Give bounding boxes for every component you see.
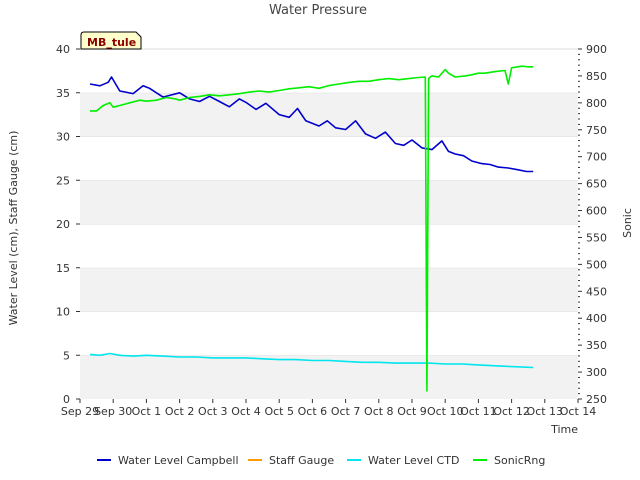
x-tick-label: Oct 10	[427, 405, 464, 418]
badge-shape	[80, 31, 142, 50]
y-right-tick-label: 550	[586, 231, 607, 244]
legend-label: Staff Gauge	[269, 454, 334, 467]
x-tick-label: Oct 4	[231, 405, 261, 418]
y-right-tick-label: 250	[586, 393, 607, 406]
grid-band	[80, 180, 578, 224]
grid-band	[80, 355, 578, 399]
y-axis-right-label: Sonic	[621, 208, 634, 238]
legend-label: Water Level Campbell	[118, 454, 239, 467]
x-tick-label: Oct 1	[132, 405, 162, 418]
badge-label: MB_tule	[87, 36, 136, 49]
grid-band	[80, 311, 578, 356]
y-axis-left-label: Water Level (cm), Staff Gauge (cm)	[7, 131, 20, 326]
x-tick-label: Oct 13	[527, 405, 564, 418]
x-tick-label: Oct 8	[364, 405, 394, 418]
y-right-tick-label: 350	[586, 339, 607, 352]
y-right-tick-label: 650	[586, 178, 607, 191]
y-right-tick-label: 500	[586, 258, 607, 271]
y-right-tick-label: 450	[586, 285, 607, 298]
x-tick-label: Oct 7	[331, 405, 361, 418]
y-right-tick-label: 750	[586, 124, 607, 137]
left-axis: 0 5 10 15 20 25 30 35 40	[56, 43, 80, 406]
x-tick-label: Oct 9	[397, 405, 427, 418]
y-left-tick-label: 35	[56, 87, 70, 100]
y-left-tick-label: 20	[56, 218, 70, 231]
x-tick-label: Oct 2	[165, 405, 195, 418]
plot-background-bands	[80, 48, 578, 399]
x-tick-label: Oct 11	[460, 405, 497, 418]
grid-band	[80, 224, 578, 268]
y-right-tick-label: 800	[586, 97, 607, 110]
x-tick-label: Sep 29	[61, 405, 99, 418]
x-axis-label: Time	[550, 423, 578, 436]
y-right-tick-label: 700	[586, 151, 607, 164]
y-right-tick-label: 850	[586, 70, 607, 83]
x-tick-label: Oct 6	[298, 405, 328, 418]
y-right-tick-label: 600	[586, 205, 607, 218]
chart-title: Water Pressure	[269, 3, 367, 18]
legend: Water Level Campbell Staff Gauge Water Lev…	[97, 454, 545, 467]
y-left-tick-label: 5	[63, 349, 70, 362]
badge: MB_tule	[80, 31, 142, 50]
legend-label: Water Level CTD	[368, 454, 459, 467]
y-left-tick-label: 15	[56, 262, 70, 275]
series-line-water-level-ctd	[89, 352, 534, 369]
x-tick-label: Oct 3	[198, 405, 228, 418]
series-line-water-level-campbell	[89, 76, 534, 173]
grid-band	[80, 267, 578, 312]
legend-label: SonicRng	[494, 454, 545, 467]
x-tick-label: Oct 14	[560, 405, 597, 418]
right-axis: 250 300 350 400 450 500 550 600 650 700 750 800 850 9…	[578, 43, 607, 406]
y-right-tick-label: 400	[586, 312, 607, 325]
grid-band	[80, 136, 578, 181]
y-left-tick-label: 40	[56, 43, 70, 56]
y-right-tick-label: 900	[586, 43, 607, 56]
y-left-tick-label: 0	[63, 393, 70, 406]
y-right-tick-label: 300	[586, 366, 607, 379]
grid-band	[80, 92, 578, 137]
x-tick-label: Oct 12	[493, 405, 530, 418]
series-line-sonicrng	[90, 65, 534, 392]
y-left-tick-label: 10	[56, 306, 70, 319]
y-left-tick-label: 25	[56, 174, 70, 187]
y-left-tick-label: 30	[56, 131, 70, 144]
x-tick-label: Sep 30	[94, 405, 132, 418]
x-tick-label: Oct 5	[264, 405, 294, 418]
series-layer	[89, 65, 534, 392]
